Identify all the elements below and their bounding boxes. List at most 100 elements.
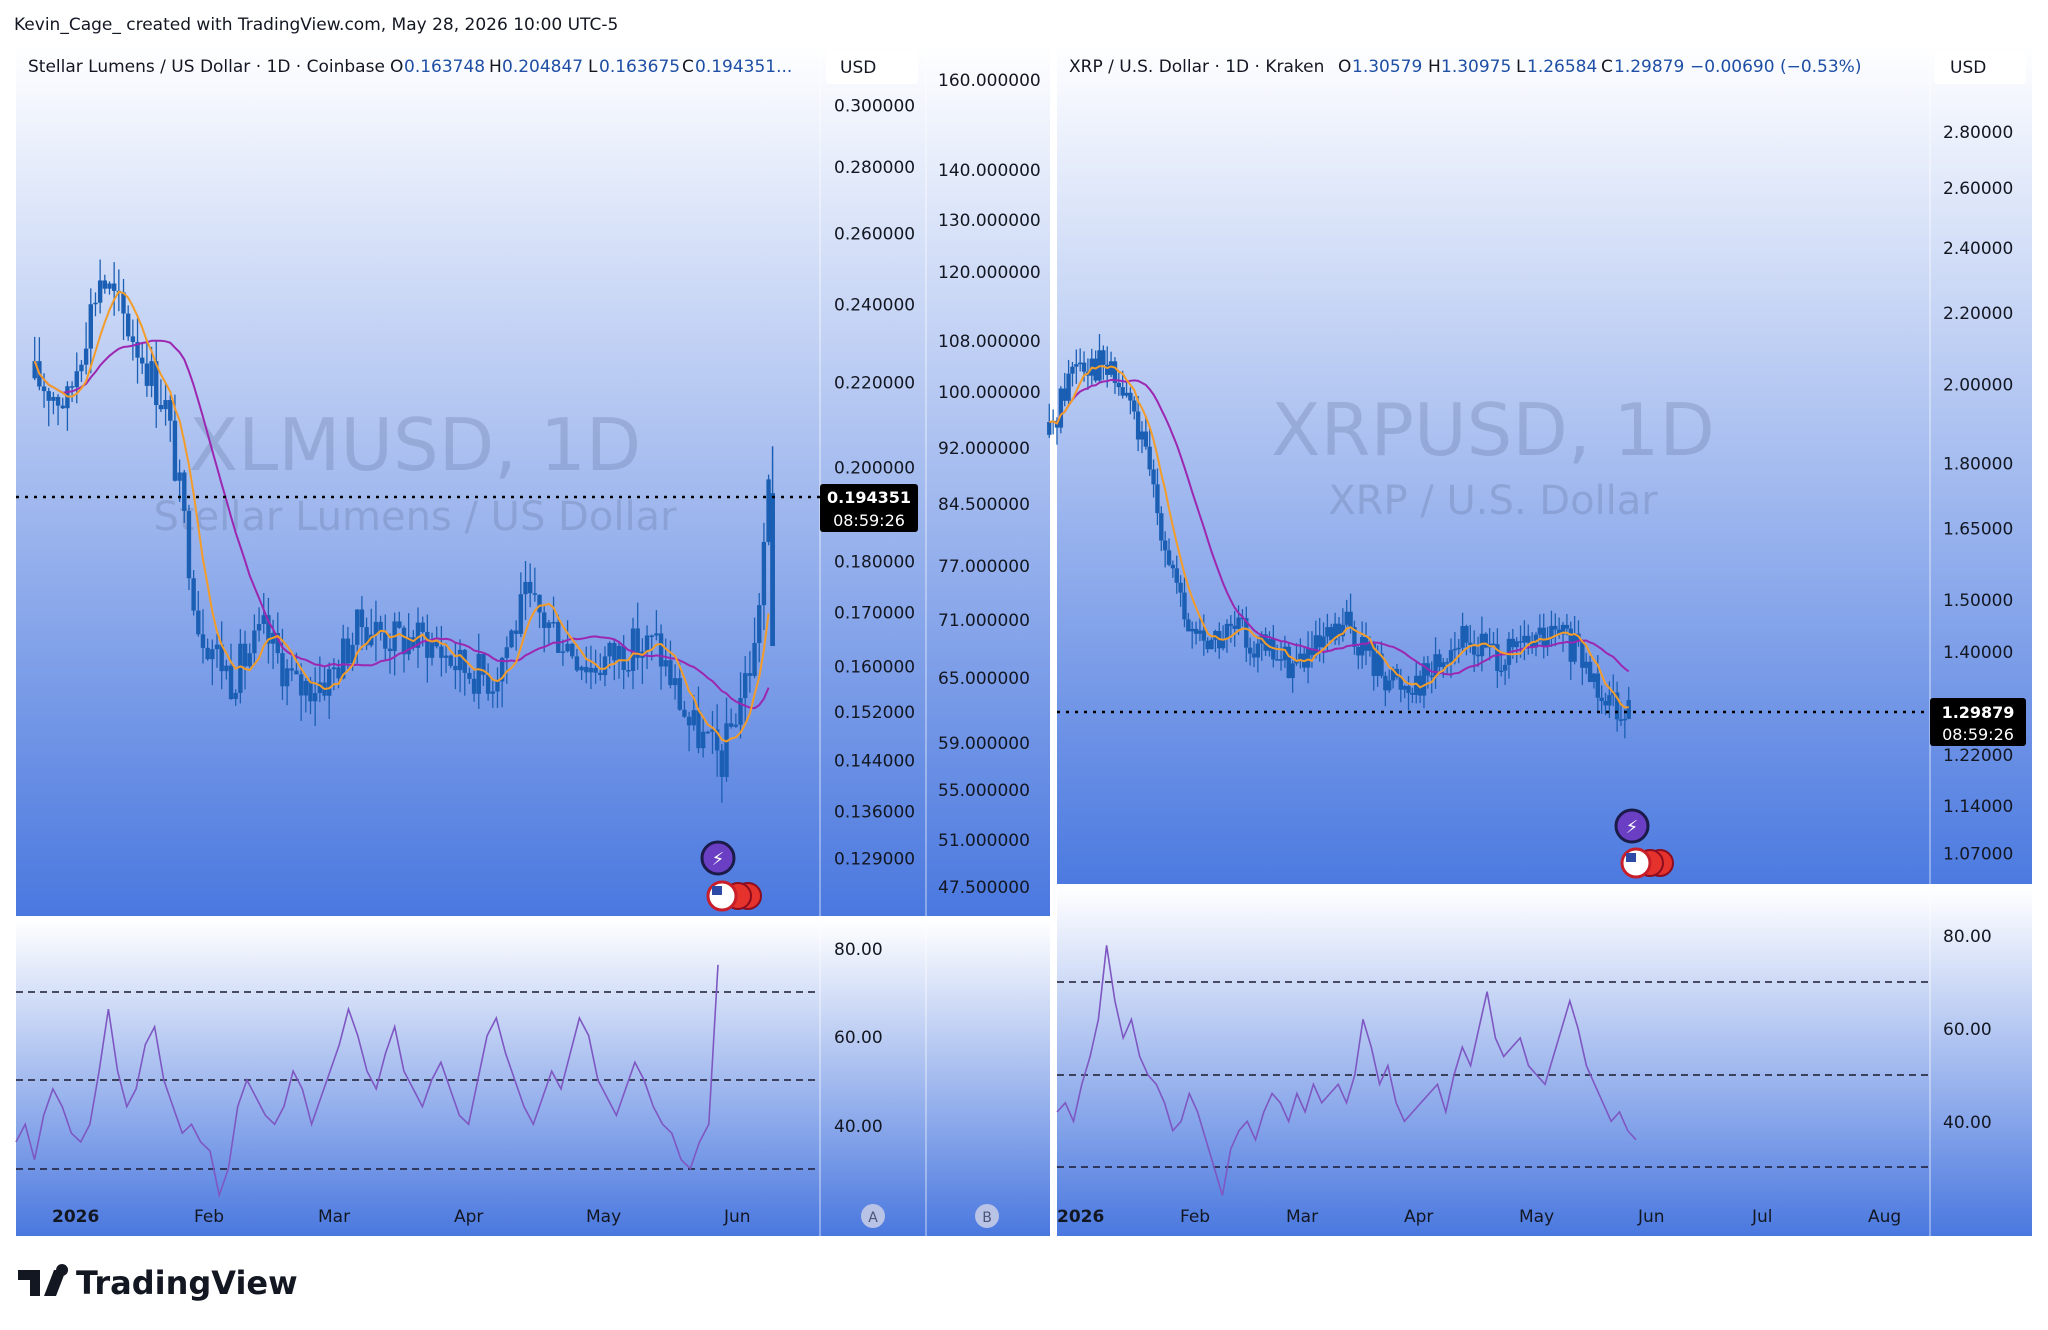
right-rsi-pane[interactable] [1057, 888, 2032, 1236]
candle-body [485, 674, 491, 694]
candle-body [1549, 625, 1554, 639]
candle-body [1066, 373, 1071, 401]
right-main-pane[interactable] [1057, 44, 2032, 884]
left-c-label: C [682, 57, 694, 77]
right-currency-box[interactable] [1934, 50, 2026, 84]
left-secondary-tick: 65.000000 [938, 669, 1030, 689]
candle-body [182, 472, 187, 511]
left-time-mar: Mar [318, 1207, 350, 1227]
right-event-markers[interactable]: ⚡ [1614, 808, 1674, 879]
right-chart-panel: XRPUSD, 1D XRP / U.S. Dollar XRP / U.S. … [1047, 44, 2032, 1236]
left-secondary-tick: 84.500000 [938, 495, 1030, 515]
candle-body [1441, 662, 1446, 668]
left-badge-b-label: B [982, 1210, 992, 1226]
left-lightning-icon[interactable] [700, 840, 736, 876]
right-lightning-glyph: ⚡ [1626, 817, 1639, 838]
left-time-2026: 2026 [52, 1207, 99, 1227]
candle-body [626, 670, 631, 672]
candle-body [1336, 623, 1342, 637]
left-lightning-glyph: ⚡ [712, 849, 725, 870]
candle-body [560, 651, 566, 653]
candle-body [369, 634, 374, 646]
left-time-apr: Apr [454, 1207, 483, 1227]
candle-body [1182, 592, 1187, 620]
left-secondary-scale[interactable]: 160.000000 140.000000 130.000000 120.000000… [938, 71, 1041, 898]
candle-body [79, 364, 84, 372]
candle-body [1529, 642, 1535, 648]
candle-body [41, 386, 47, 392]
candle-body [1309, 648, 1315, 656]
left-badge-b-circle[interactable] [975, 1204, 999, 1228]
candle-body [1139, 431, 1145, 440]
candle-body [1522, 635, 1527, 643]
left-price-tick: 0.144000 [834, 751, 915, 771]
right-price-scale[interactable]: 2.80000 2.60000 2.40000 2.20000 2.00000 1.800… [1943, 123, 2013, 864]
candle-body [186, 510, 192, 579]
candle-body [481, 653, 486, 675]
left-symbol-title[interactable]: Stellar Lumens / US Dollar · 1D · Coinba… [28, 57, 385, 77]
left-currency-box[interactable] [826, 50, 918, 84]
left-currency-button[interactable]: USD [826, 50, 918, 84]
candle-body [495, 681, 500, 692]
candle-body [1070, 366, 1075, 374]
left-event-markers[interactable]: ⚡ [700, 840, 762, 912]
candle-body [107, 283, 112, 289]
candle-body [513, 630, 519, 634]
candle-body [527, 581, 533, 594]
left-currency-label[interactable]: USD [840, 58, 876, 78]
candle-body [743, 673, 748, 699]
candle-body [1332, 623, 1338, 641]
candle-body [1244, 618, 1249, 648]
candle-body [728, 723, 734, 727]
candle-body [1209, 639, 1214, 650]
left-badge-a-circle[interactable] [861, 1204, 885, 1228]
right-ma-fast-line [1049, 365, 1629, 709]
right-rsi-tick-80: 80.00 [1943, 927, 1992, 947]
left-last-price-countdown: 08:59:26 [833, 511, 905, 530]
candle-body [163, 400, 168, 410]
candle-body [752, 643, 757, 676]
right-last-price-tag: 1.29879 08:59:26 [1930, 698, 2026, 746]
right-currency-button[interactable]: USD [1934, 50, 2026, 84]
candle-body [677, 678, 682, 710]
tradingview-logo[interactable]: TradingView [18, 1264, 298, 1302]
left-rsi-tick-60: 60.00 [834, 1028, 883, 1048]
candle-body [172, 420, 178, 481]
candle-body [1298, 653, 1303, 660]
candle-body [682, 709, 687, 717]
left-price-scale[interactable]: 0.300000 0.280000 0.260000 0.240000 0.220000… [834, 97, 915, 870]
candle-body [1112, 361, 1118, 383]
candle-body [1151, 469, 1156, 485]
candle-body [1344, 611, 1349, 625]
left-scale-badge-a[interactable]: A [861, 1204, 885, 1228]
candle-body [247, 653, 252, 667]
left-rsi-line [15, 964, 719, 1199]
left-secondary-tick: 140.000000 [938, 161, 1041, 181]
left-rsi-pane[interactable] [16, 920, 1050, 1236]
right-watermark-symbol: XRPUSD, 1D [1271, 388, 1715, 472]
right-lightning-icon[interactable] [1614, 808, 1650, 844]
candle-body [602, 656, 608, 676]
candle-body [1325, 627, 1330, 637]
right-last-price-countdown: 08:59:26 [1942, 725, 2014, 744]
left-scale-badge-b[interactable]: B [975, 1204, 999, 1228]
candle-body [238, 643, 243, 693]
candle-body [1278, 659, 1284, 661]
candle-body [275, 632, 280, 654]
candle-body [1074, 364, 1079, 367]
right-rsi-scale[interactable]: 80.00 60.00 40.00 [1943, 927, 1992, 1133]
left-main-pane[interactable] [16, 44, 1050, 916]
right-currency-label[interactable]: USD [1950, 58, 1986, 78]
candle-body [663, 660, 668, 667]
candle-body [1626, 699, 1631, 719]
candle-body [542, 612, 547, 628]
right-symbol-title[interactable]: XRP / U.S. Dollar · 1D · Kraken [1069, 57, 1324, 77]
left-price-tick: 0.300000 [834, 97, 915, 117]
candle-body [205, 647, 210, 660]
left-rsi-scale[interactable]: 80.00 60.00 40.00 [834, 940, 883, 1137]
right-time-axis[interactable]: 2026 Feb Mar Apr May Jun Jul Aug [1057, 1207, 1901, 1227]
left-h-value: 0.204847 [502, 57, 583, 77]
candle-body [770, 493, 775, 647]
candle-body [724, 723, 729, 777]
left-time-axis[interactable]: 2026 Feb Mar Apr May Jun [52, 1207, 751, 1227]
